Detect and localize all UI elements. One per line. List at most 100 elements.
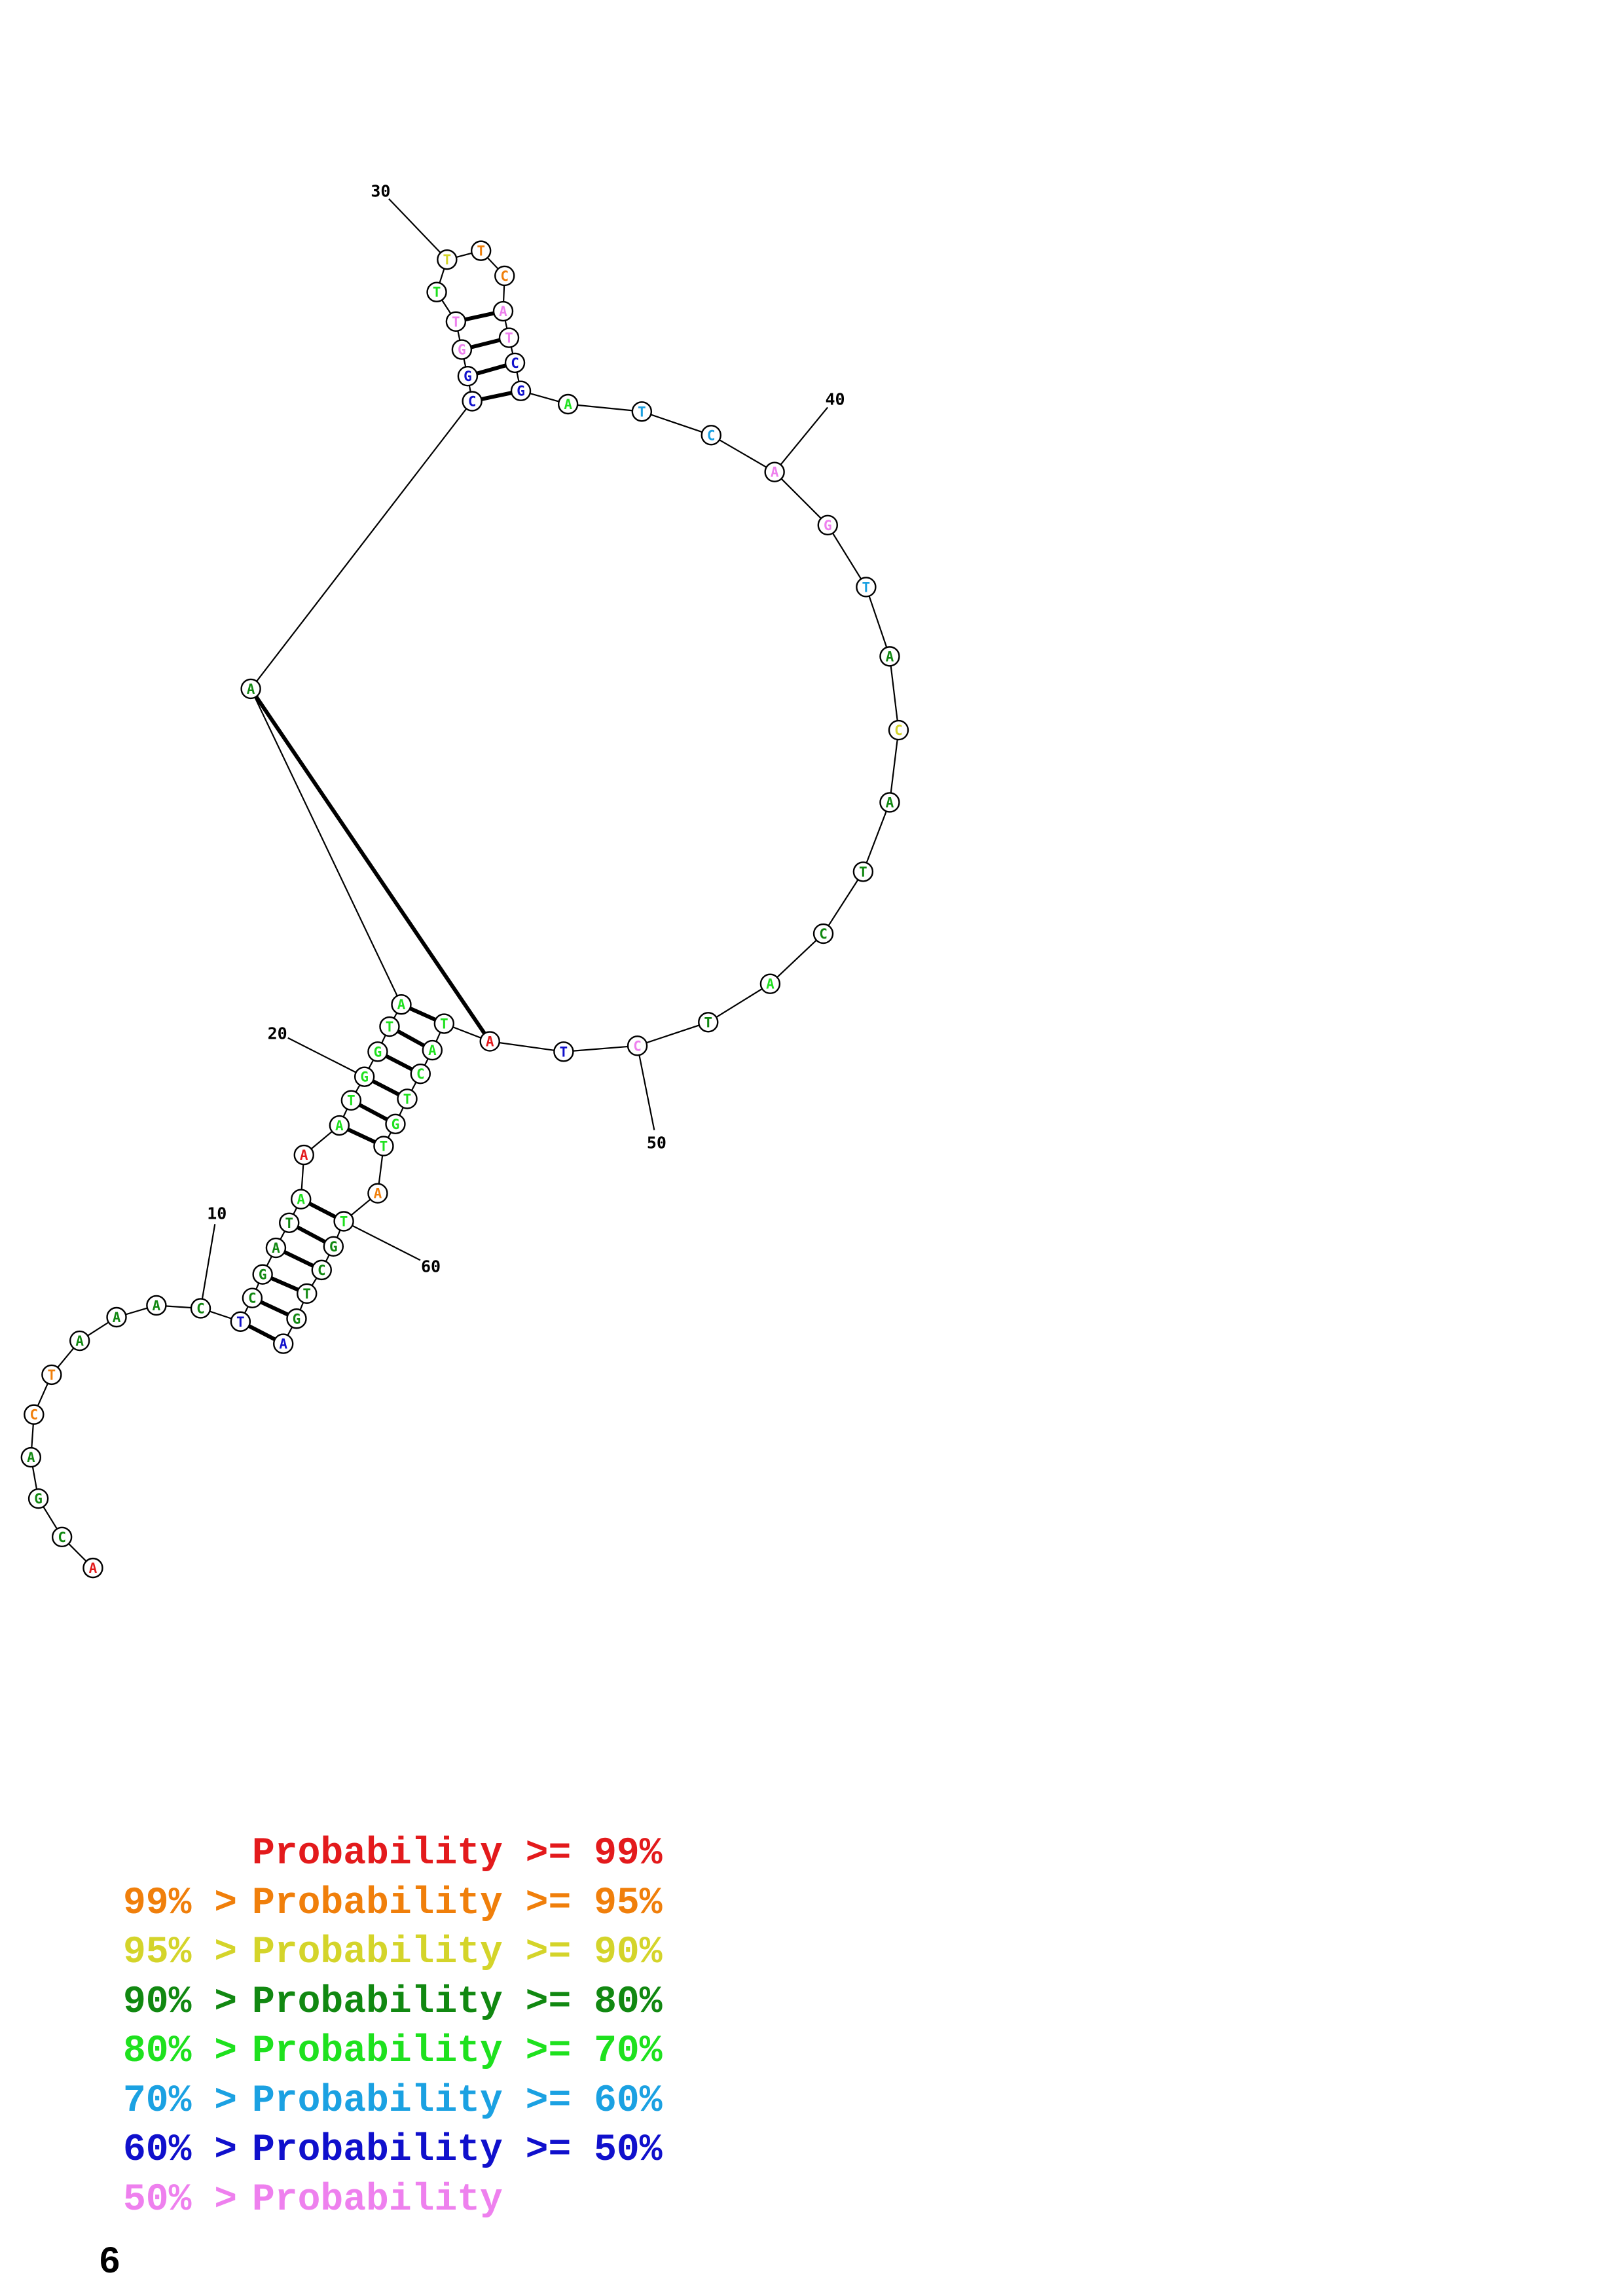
nucleotide-letter: C bbox=[511, 355, 519, 371]
nucleotide: A bbox=[492, 300, 514, 322]
nucleotide-letter: A bbox=[397, 997, 406, 1013]
nucleotide: T bbox=[379, 1016, 400, 1037]
nucleotide: T bbox=[333, 1211, 354, 1232]
nucleotide-letter: T bbox=[347, 1093, 356, 1109]
position-label-leader bbox=[774, 406, 828, 473]
nucleotide-letter: A bbox=[153, 1298, 161, 1314]
nucleotide-letter: A bbox=[75, 1333, 84, 1349]
backbone-segment bbox=[641, 410, 712, 436]
nucleotide: C bbox=[410, 1063, 431, 1085]
nucleotide: T bbox=[631, 401, 653, 422]
nucleotide: A bbox=[879, 646, 900, 667]
backbone-segment bbox=[710, 434, 775, 473]
nucleotide: T bbox=[445, 311, 467, 332]
nucleotide: G bbox=[367, 1041, 388, 1062]
nucleotide: C bbox=[242, 1287, 263, 1308]
nucleotide-letter: C bbox=[468, 393, 477, 409]
nucleotide-letter: T bbox=[505, 331, 513, 346]
nucleotide: A bbox=[422, 1039, 443, 1061]
nucleotide: C bbox=[190, 1298, 211, 1319]
nucleotide: A bbox=[557, 393, 579, 415]
nucleotide-letter: C bbox=[416, 1066, 425, 1082]
nucleotide: T bbox=[498, 327, 520, 348]
nucleotide: C bbox=[812, 923, 834, 944]
nucleotide: A bbox=[20, 1446, 42, 1468]
nucleotide: T bbox=[279, 1212, 300, 1233]
nucleotide-letter: A bbox=[272, 1240, 280, 1256]
nucleotide: T bbox=[426, 281, 447, 302]
nucleotide-letter: A bbox=[374, 1186, 382, 1202]
nucleotide: C bbox=[888, 719, 909, 741]
nucleotide: A bbox=[329, 1115, 350, 1136]
backbone-segment bbox=[708, 983, 771, 1023]
position-label-leader bbox=[200, 1224, 216, 1309]
legend-threshold: 80% > bbox=[122, 2030, 237, 2073]
nucleotide: A bbox=[240, 678, 261, 700]
position-label-leader bbox=[388, 198, 448, 260]
nucleotide-letter: T bbox=[440, 1016, 448, 1032]
nucleotide: T bbox=[340, 1090, 362, 1111]
nucleotide-letter: T bbox=[236, 1314, 245, 1330]
nucleotide-letter: A bbox=[486, 1034, 494, 1050]
nucleotide-letter: C bbox=[894, 723, 903, 738]
nucleotide-letter: A bbox=[300, 1147, 308, 1163]
nucleotide: G bbox=[817, 514, 838, 535]
backbone-segment bbox=[822, 871, 864, 935]
nucleotide-letter: G bbox=[329, 1239, 338, 1255]
nucleotide-letter: T bbox=[386, 1019, 394, 1035]
nucleotide: G bbox=[451, 339, 473, 360]
nucleotide-letter: T bbox=[285, 1215, 293, 1231]
nucleotide: C bbox=[51, 1526, 73, 1547]
nucleotide: T bbox=[41, 1364, 62, 1386]
nucleotide-letter: A bbox=[335, 1118, 344, 1134]
nucleotide: T bbox=[397, 1088, 418, 1109]
nucleotide: G bbox=[27, 1488, 49, 1509]
backbone-segment bbox=[563, 1045, 638, 1052]
nucleotide-letter: A bbox=[886, 649, 894, 664]
position-label: 10 bbox=[207, 1204, 227, 1223]
nucleotide: T bbox=[470, 240, 492, 261]
nucleotide-letter: G bbox=[458, 342, 466, 358]
position-label: 40 bbox=[826, 389, 845, 408]
legend-probability-text: Probability >= 80% bbox=[252, 1981, 663, 2024]
nucleotide: A bbox=[759, 973, 781, 994]
nucleotide: C bbox=[504, 352, 526, 374]
legend-probability-text: Probability >= 50% bbox=[252, 2129, 663, 2172]
legend-threshold: 90% > bbox=[122, 1981, 237, 2024]
nucleotide-letter: T bbox=[340, 1214, 348, 1230]
nucleotide-letter: A bbox=[428, 1043, 437, 1058]
backbone-segment bbox=[250, 688, 402, 1005]
nucleotide-letter: G bbox=[392, 1117, 400, 1132]
position-label: 20 bbox=[268, 1024, 287, 1043]
nucleotide: T bbox=[297, 1283, 318, 1304]
nucleotide-letter: C bbox=[819, 926, 828, 942]
nucleotide-letter: T bbox=[380, 1139, 388, 1155]
legend-probability-text: Probability >= 95% bbox=[252, 1882, 663, 1925]
nucleotide-letter: C bbox=[318, 1263, 326, 1278]
legend-threshold: 95% > bbox=[122, 1931, 237, 1974]
position-label: 50 bbox=[647, 1133, 666, 1152]
legend-probability-text: Probability bbox=[252, 2178, 503, 2221]
nucleotide: C bbox=[24, 1404, 45, 1425]
backbone-segment bbox=[827, 524, 867, 588]
nucleotide-letter: C bbox=[30, 1407, 39, 1423]
nucleotide-letter: T bbox=[302, 1286, 311, 1302]
legend-probability-text: Probability >= 99% bbox=[252, 1833, 663, 1875]
nucleotide-letter: C bbox=[500, 268, 509, 284]
nucleotide: C bbox=[462, 391, 483, 412]
nucleotide: A bbox=[879, 792, 900, 813]
nucleotide-letter: G bbox=[259, 1267, 267, 1283]
nucleotide-letter: T bbox=[560, 1044, 568, 1060]
nucleotide: A bbox=[479, 1031, 500, 1052]
nucleotide: A bbox=[764, 461, 785, 482]
nucleotide: T bbox=[373, 1136, 394, 1157]
nucleotide-letter: A bbox=[27, 1450, 35, 1465]
nucleotide-letter: T bbox=[443, 252, 452, 268]
nucleotide: G bbox=[385, 1113, 406, 1134]
nucleotide: A bbox=[391, 994, 412, 1015]
nucleotide-letter: T bbox=[48, 1367, 56, 1383]
nucleotide-letter: A bbox=[89, 1560, 98, 1576]
nucleotide-letter: T bbox=[452, 314, 460, 330]
nucleotide: T bbox=[553, 1041, 574, 1062]
nucleotide-letter: A bbox=[771, 465, 779, 480]
